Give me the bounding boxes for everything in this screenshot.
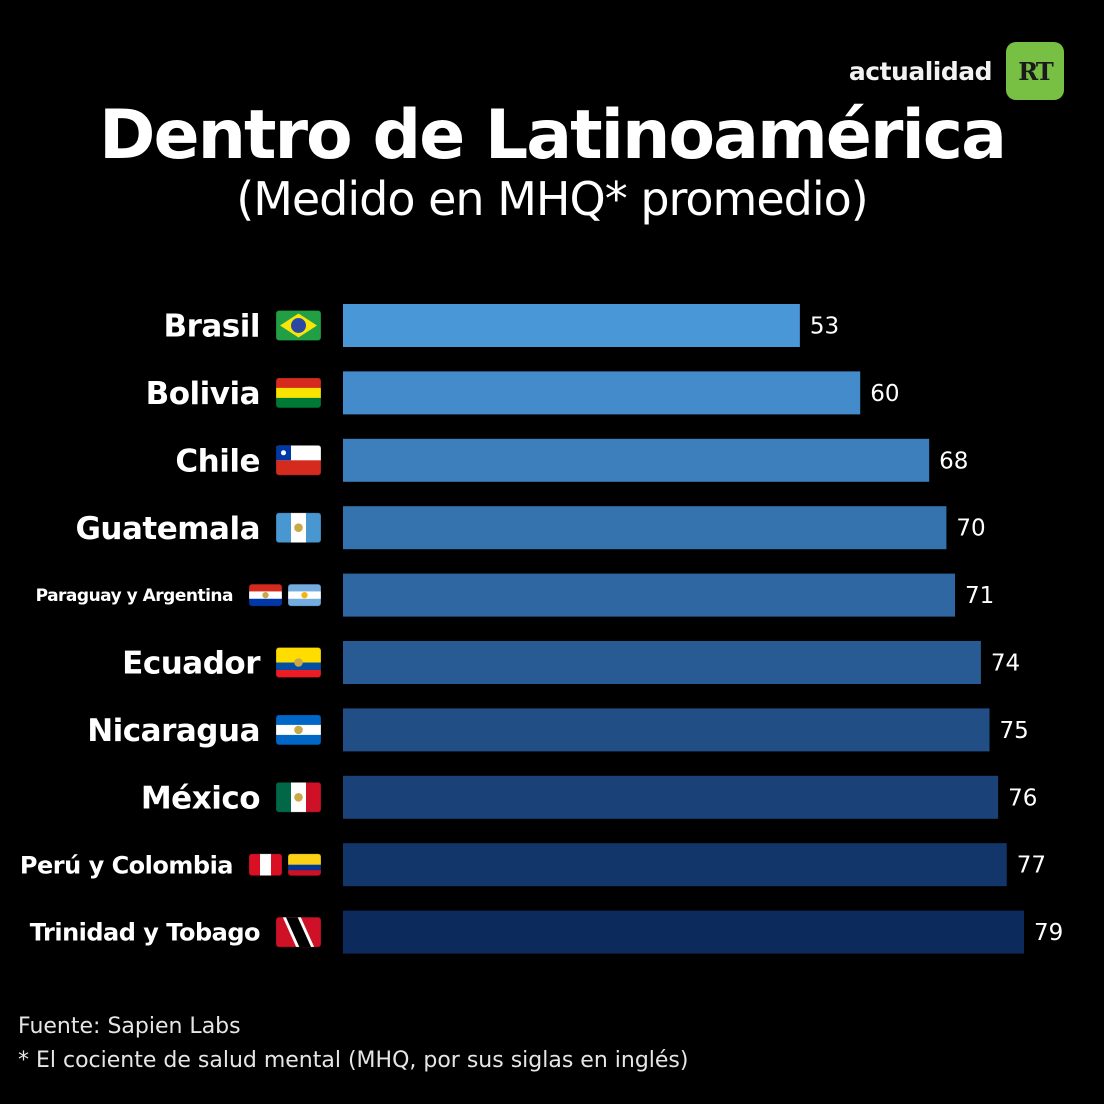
chart-subtitle: (Medido en MHQ* promedio) xyxy=(236,172,869,226)
category-label: Chile xyxy=(175,443,260,479)
category-label: Guatemala xyxy=(75,511,260,547)
argentina-flag-icon xyxy=(287,583,322,607)
paraguay-flag-icon xyxy=(248,583,283,607)
category-label: México xyxy=(141,780,260,816)
bar-value-label: 76 xyxy=(1008,785,1037,811)
bar-value-label: 68 xyxy=(939,448,968,474)
peru-flag-icon xyxy=(248,853,283,877)
brazil-flag-icon xyxy=(275,310,322,341)
bar-value-label: 71 xyxy=(965,583,994,609)
bar xyxy=(343,843,1007,887)
nicaragua-flag-icon xyxy=(275,714,322,746)
bar xyxy=(343,775,999,819)
bolivia-flag-icon xyxy=(275,377,322,409)
bar-value-label: 77 xyxy=(1017,853,1046,879)
rt-logo-text: RT xyxy=(1018,56,1053,86)
category-label: Trinidad y Tobago xyxy=(30,919,260,947)
bar-value-label: 53 xyxy=(810,314,839,340)
guatemala-flag-icon xyxy=(275,512,322,544)
bar-value-label: 75 xyxy=(1000,718,1029,744)
chart-title: Dentro de Latinoamérica xyxy=(99,96,1007,175)
brand-text: actualidad xyxy=(848,56,993,86)
brand: actualidad RT xyxy=(849,42,1064,100)
category-label: Brasil xyxy=(163,309,260,345)
footnote-text: * El cociente de salud mental (MHQ, por … xyxy=(18,1048,689,1073)
bar xyxy=(343,910,1024,954)
rt-logo: RT xyxy=(1006,42,1064,100)
footer: Fuente: Sapien Labs * El cociente de sal… xyxy=(18,1010,688,1078)
bar xyxy=(343,438,930,482)
category-label: Paraguay y Argentina xyxy=(36,586,233,606)
mexico-flag-icon xyxy=(275,781,322,813)
bar xyxy=(343,708,990,752)
colombia-flag-icon xyxy=(287,853,322,877)
bar xyxy=(343,371,861,415)
bar-value-label: 70 xyxy=(956,516,985,542)
category-label: Perú y Colombia xyxy=(20,851,233,879)
category-label: Ecuador xyxy=(122,646,261,682)
trinidad-tobago-flag-icon xyxy=(275,916,322,948)
bar xyxy=(343,506,947,550)
chile-flag-icon xyxy=(275,444,322,476)
ecuador-flag-icon xyxy=(275,647,322,678)
category-label: Bolivia xyxy=(146,376,260,412)
bar-chart: 53 Brasil 60 Bolivia 68 Chile 70 Guatemala 71 Par… xyxy=(20,304,1063,954)
bar-value-label: 79 xyxy=(1034,920,1063,946)
source-text: Fuente: Sapien Labs xyxy=(18,1014,241,1039)
category-label: Nicaragua xyxy=(87,713,260,749)
bar xyxy=(343,304,800,347)
bar xyxy=(343,641,981,684)
bar-value-label: 60 xyxy=(870,381,899,407)
bar xyxy=(343,573,956,617)
bar-value-label: 74 xyxy=(991,651,1020,677)
